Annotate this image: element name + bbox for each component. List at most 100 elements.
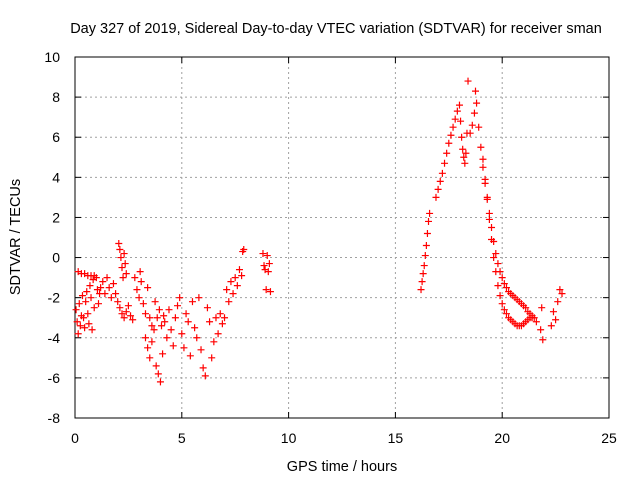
data-point: [227, 278, 235, 286]
data-point: [462, 149, 470, 157]
data-point: [498, 300, 506, 308]
data-point: [72, 306, 80, 314]
data-point: [141, 334, 149, 342]
data-point: [494, 282, 502, 290]
data-point: [119, 274, 127, 282]
data-point: [148, 338, 156, 346]
data-point: [83, 288, 91, 296]
data-point: [500, 280, 508, 288]
data-point: [233, 282, 241, 290]
data-point: [262, 286, 270, 294]
data-point: [78, 292, 86, 300]
data-point: [160, 312, 168, 320]
data-point: [124, 302, 132, 310]
data-point: [103, 274, 111, 282]
data-point: [188, 298, 196, 306]
data-point: [115, 240, 123, 248]
data-point: [238, 272, 246, 280]
data-point: [195, 294, 203, 302]
data-point: [485, 215, 493, 223]
data-point: [208, 354, 216, 362]
data-point: [184, 318, 192, 326]
data-point: [453, 107, 461, 115]
data-point: [539, 336, 547, 344]
data-point: [161, 318, 169, 326]
data-point: [218, 320, 226, 328]
data-point: [74, 330, 82, 338]
data-point: [490, 254, 498, 262]
data-point: [75, 300, 83, 308]
chart-title: Day 327 of 2019, Sidereal Day-to-day VTE…: [70, 21, 602, 37]
data-point: [121, 260, 129, 268]
data-point: [231, 274, 239, 282]
data-point: [114, 298, 122, 306]
data-point: [109, 280, 117, 288]
data-point: [460, 153, 468, 161]
data-point: [260, 262, 268, 270]
data-point: [150, 326, 158, 334]
data-point: [420, 262, 428, 270]
data-point: [434, 185, 442, 193]
data-points: [72, 77, 566, 386]
data-point: [84, 310, 92, 318]
data-point: [144, 344, 152, 352]
data-point: [552, 316, 560, 324]
data-point: [122, 270, 130, 278]
data-point: [417, 286, 425, 294]
data-point: [468, 121, 476, 129]
data-point: [129, 316, 137, 324]
axis-ticks: 0 5 10 15 20 25 -8 -6 -4 -2 0 2 4 6 8 10: [44, 49, 617, 446]
data-point: [82, 298, 90, 306]
data-point: [558, 290, 566, 298]
data-point: [76, 322, 84, 330]
data-point: [483, 195, 491, 203]
data-point: [176, 294, 184, 302]
data-point: [80, 314, 88, 322]
data-point: [479, 163, 487, 171]
data-point: [133, 286, 141, 294]
y-tick-label: -4: [48, 330, 61, 346]
data-point: [477, 143, 485, 151]
data-point: [118, 264, 126, 272]
data-point: [492, 268, 500, 276]
data-point: [146, 314, 154, 322]
data-point: [159, 350, 167, 358]
data-point: [206, 318, 214, 326]
data-point: [494, 260, 502, 268]
data-point: [86, 282, 94, 290]
data-point: [470, 109, 478, 117]
data-point: [455, 101, 463, 109]
x-tick-label: 25: [601, 430, 617, 446]
data-point: [139, 300, 147, 308]
data-point: [199, 364, 207, 372]
data-point: [120, 250, 128, 258]
data-point: [117, 254, 125, 262]
data-point: [85, 320, 93, 328]
data-point: [148, 322, 156, 330]
data-point: [441, 159, 449, 167]
data-point: [90, 304, 98, 312]
plot-frame: [74, 56, 610, 419]
y-tick-label: 6: [52, 129, 60, 145]
data-point: [212, 314, 220, 322]
data-point: [156, 378, 164, 386]
data-point: [475, 123, 483, 131]
data-point: [158, 322, 166, 330]
data-point: [528, 312, 536, 320]
data-point: [422, 242, 430, 250]
data-point: [105, 284, 113, 292]
data-point: [496, 292, 504, 300]
y-tick-label: 0: [52, 250, 60, 266]
data-point: [532, 318, 540, 326]
data-point: [131, 274, 139, 282]
data-point: [107, 294, 115, 302]
data-point: [191, 324, 199, 332]
data-point: [502, 284, 510, 292]
data-point: [554, 298, 562, 306]
x-tick-label: 5: [178, 430, 186, 446]
data-point: [118, 310, 126, 318]
data-point: [500, 306, 508, 314]
data-point: [547, 322, 555, 330]
data-point: [144, 284, 152, 292]
data-point: [556, 286, 564, 294]
